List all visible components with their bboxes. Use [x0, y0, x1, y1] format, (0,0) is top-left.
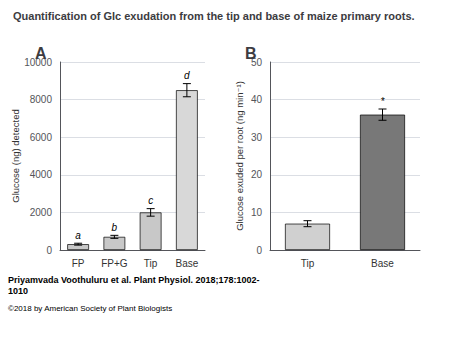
svg-text:Tip: Tip: [144, 258, 158, 269]
svg-text:4000: 4000: [30, 169, 53, 180]
svg-text:Tip: Tip: [301, 258, 315, 269]
svg-text:*: *: [381, 96, 386, 107]
svg-text:b: b: [112, 222, 118, 233]
svg-text:1010: 1010: [8, 286, 28, 296]
svg-text:20: 20: [251, 169, 263, 180]
svg-text:50: 50: [250, 56, 262, 68]
svg-text:Base: Base: [371, 258, 394, 269]
svg-text:A: A: [35, 45, 47, 62]
svg-text:Glucose (ng) detected: Glucose (ng) detected: [10, 109, 21, 202]
svg-text:c: c: [148, 195, 153, 206]
svg-text:6000: 6000: [30, 132, 53, 143]
svg-text:FP: FP: [72, 258, 85, 269]
svg-text:0: 0: [256, 245, 262, 256]
svg-text:Priyamvada Voothuluru et al. P: Priyamvada Voothuluru et al. Plant Physi…: [8, 275, 259, 285]
svg-text:Quantification of Glc exudatio: Quantification of Glc exudation from the…: [13, 10, 415, 22]
svg-text:©2018 by American Society of P: ©2018 by American Society of Plant Biolo…: [8, 304, 172, 313]
svg-text:Base: Base: [175, 258, 198, 269]
svg-text:0: 0: [46, 245, 52, 256]
svg-text:d: d: [184, 70, 190, 81]
svg-text:2000: 2000: [30, 207, 53, 218]
svg-text:Glucose exuded per root (ng mi: Glucose exuded per root (ng min⁻¹): [234, 81, 245, 231]
svg-text:FP+G: FP+G: [101, 258, 128, 269]
svg-text:a: a: [75, 230, 81, 241]
svg-text:10: 10: [251, 207, 263, 218]
svg-text:B: B: [245, 45, 257, 62]
svg-text:8000: 8000: [30, 94, 53, 105]
svg-text:10000: 10000: [24, 56, 52, 68]
svg-text:40: 40: [251, 94, 263, 105]
svg-text:30: 30: [251, 132, 263, 143]
